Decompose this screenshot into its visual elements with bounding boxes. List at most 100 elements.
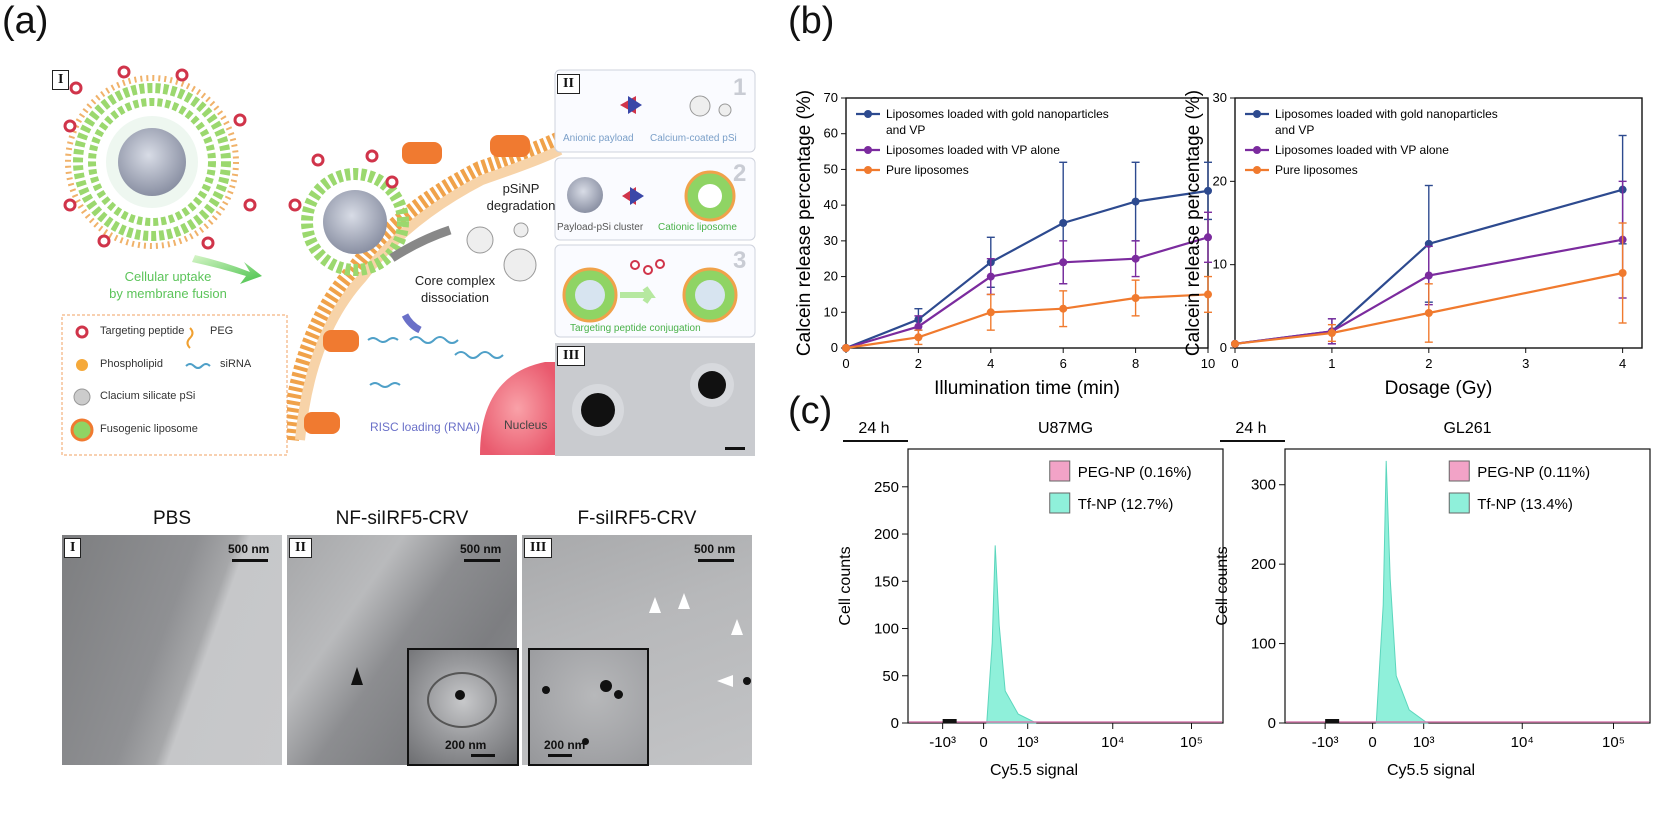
series-line (845, 293, 1209, 350)
legend-swatch (1448, 492, 1470, 514)
inset-scale-label-nf: 200 nm (445, 738, 487, 752)
schematic-illustration (61, 65, 756, 456)
x-tick-label: 0 (979, 734, 987, 751)
series-line (845, 189, 1209, 350)
y-tick-label: 250 (874, 479, 899, 496)
schematic-legend-box (61, 314, 288, 456)
inset-f-particle (600, 680, 612, 692)
plot-frame (907, 448, 1224, 724)
y-axis-label: Calcein release percentage (%) (1183, 90, 1204, 356)
legend-pSi-symbol (73, 388, 91, 406)
histogram-u87mg: 24 h U87MG -10³ 0 10³ 10⁴ 10⁵ 0 50 100 150 200 250 Cy… (837, 420, 1224, 779)
scale-label-pbs: 500 nm (228, 542, 270, 556)
panel-label-b: (b) (788, 0, 835, 42)
legend-marker (864, 166, 872, 174)
y-tick-label: 0 (1220, 340, 1227, 355)
inset-nf-vesicle (427, 672, 497, 728)
tem-roman-III: III (524, 538, 553, 558)
data-point (914, 333, 923, 342)
x-tick-label: 10⁴ (1101, 734, 1124, 751)
tem-title-pbs: PBS (152, 508, 192, 529)
data-point (1131, 254, 1140, 263)
risc-caption: RISC loading (RNAi) (370, 420, 481, 434)
x-tick-label: 10 (1201, 356, 1215, 371)
step-number-3: 3 (733, 247, 747, 274)
step3-label: Targeting peptide conjugation (570, 323, 701, 334)
legend-label: Liposomes loaded with gold nanoparticles (1275, 107, 1498, 121)
x-tick-label: 4 (987, 356, 994, 371)
particle-f (743, 677, 751, 685)
legend-marker (864, 110, 872, 118)
scale-bar-pbs (232, 559, 268, 562)
legend-sirna-symbol (185, 363, 211, 369)
data-point (1204, 233, 1212, 242)
inset-f: 200 nm (528, 648, 649, 766)
y-tick-label: 10 (1213, 257, 1227, 272)
step1-label-b: Calcium-coated pSi (650, 133, 737, 144)
legend-liposome-symbol (70, 418, 94, 442)
legend-label: Liposomes loaded with gold nanoparticles (886, 107, 1109, 121)
scale-label-nf: 500 nm (460, 542, 502, 556)
data-point (986, 308, 995, 317)
x-tick-label: 0 (1368, 734, 1376, 751)
particle (698, 371, 726, 399)
degradation-caption: pSiNP degradation (486, 180, 556, 214)
legend-swatch (1049, 492, 1071, 514)
y-tick-label: 70 (824, 90, 838, 105)
data-point (1059, 304, 1068, 313)
legend-peptide-symbol (75, 325, 89, 339)
degradation-line-1: pSiNP (502, 181, 540, 196)
tem-roman-II: II (289, 538, 312, 558)
arrowhead-f-1 (649, 597, 661, 613)
data-point (914, 322, 923, 331)
y-tick-label: 50 (882, 668, 899, 685)
y-axis-label: Calcein release percentage (%) (794, 90, 815, 356)
y-tick-label: 0 (891, 715, 899, 732)
legend-label: and VP (1275, 123, 1314, 137)
step2-label-b: Cationic liposome (658, 222, 737, 233)
series-line (1234, 271, 1623, 345)
legend-peg-symbol (186, 327, 194, 349)
data-point (1131, 294, 1140, 302)
x-axis-label: Cy5.5 signal (990, 762, 1078, 779)
y-tick-label: 20 (824, 269, 838, 284)
legend-label: Liposomes loaded with VP alone (886, 143, 1060, 157)
data-point (1618, 269, 1627, 277)
tem-image-pbs (62, 535, 282, 765)
tem-title-f: F-siIRF5-CRV (577, 508, 697, 529)
tem-roman-I: I (64, 538, 82, 558)
y-tick-label: 10 (824, 304, 838, 319)
plot-frame (1234, 97, 1643, 349)
inset-scale-bar-f (548, 754, 572, 757)
legend-fusogenic-liposome: Fusogenic liposome (100, 423, 198, 435)
y-axis-label: Cell counts (1214, 546, 1231, 625)
data-point (1327, 329, 1336, 337)
uptake-line-2: by membrane fusion (109, 286, 227, 301)
particle (581, 393, 615, 427)
x-tick-label: 0 (1231, 356, 1238, 371)
nucleus-label: Nucleus (504, 418, 548, 432)
y-tick-label: 150 (874, 573, 899, 590)
inset-nf: 200 nm (407, 648, 519, 766)
histogram-title: U87MG (1038, 420, 1093, 437)
baseline-events (1325, 719, 1340, 723)
histogram-gl261: 24 h GL261 -10³ 0 10³ 10⁴ 10⁵ 0 100 200 300 Cy5.5 s… (1214, 420, 1651, 779)
scale-bar (725, 447, 745, 450)
inset-f-particle (614, 690, 623, 699)
roman-label-III: III (557, 346, 586, 366)
tem-arrowheads (351, 593, 751, 687)
panel-label-c: (c) (788, 390, 833, 432)
legend-label: PEG-NP (0.11%) (1477, 464, 1590, 481)
x-tick-label: 8 (1132, 356, 1139, 371)
data-point (1424, 271, 1433, 280)
uptake-arrow (192, 255, 262, 284)
y-tick-label: 0 (831, 340, 838, 355)
plot-frame (1284, 448, 1651, 724)
legend-marker (864, 146, 872, 154)
inset-f-particle (542, 686, 550, 694)
roman-label-I: I (52, 70, 70, 90)
data-point (1204, 290, 1212, 299)
scale-bar-f (698, 559, 734, 562)
legend-targeting-peptide: Targeting peptide (100, 325, 185, 337)
x-tick-label: 0 (842, 356, 849, 371)
